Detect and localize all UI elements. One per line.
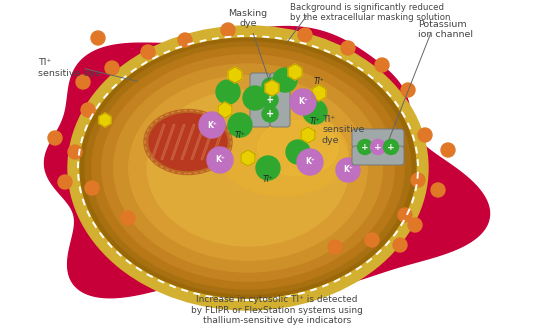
Text: +: + bbox=[266, 95, 274, 105]
Ellipse shape bbox=[258, 120, 338, 176]
Text: K⁺: K⁺ bbox=[305, 157, 315, 167]
Ellipse shape bbox=[80, 38, 416, 298]
Text: Background is significantly reduced
by the extracellular masking solution: Background is significantly reduced by t… bbox=[290, 3, 451, 22]
Polygon shape bbox=[301, 127, 315, 143]
Ellipse shape bbox=[218, 111, 348, 195]
Text: Potassium
ion channel: Potassium ion channel bbox=[418, 20, 473, 39]
Circle shape bbox=[262, 78, 278, 94]
Circle shape bbox=[431, 183, 445, 197]
Text: +: + bbox=[361, 143, 369, 151]
Text: +: + bbox=[387, 143, 395, 151]
Text: Increase in cytosolic Tl⁺ is detected
by FLIPR or FlexStation systems using
thal: Increase in cytosolic Tl⁺ is detected by… bbox=[191, 295, 363, 325]
Polygon shape bbox=[241, 150, 255, 166]
Circle shape bbox=[243, 86, 267, 110]
FancyBboxPatch shape bbox=[352, 146, 404, 165]
Text: Tl⁺
sensitive dye: Tl⁺ sensitive dye bbox=[38, 58, 101, 78]
FancyBboxPatch shape bbox=[352, 129, 404, 148]
Circle shape bbox=[401, 83, 415, 97]
Polygon shape bbox=[44, 26, 490, 303]
Text: Tl⁺
sensitive
dye: Tl⁺ sensitive dye bbox=[322, 115, 365, 145]
Text: K⁺: K⁺ bbox=[298, 97, 308, 107]
Ellipse shape bbox=[92, 47, 404, 289]
Circle shape bbox=[384, 140, 398, 154]
Ellipse shape bbox=[129, 76, 367, 260]
Circle shape bbox=[408, 218, 422, 232]
Polygon shape bbox=[312, 85, 326, 101]
Circle shape bbox=[298, 28, 312, 42]
Circle shape bbox=[256, 156, 280, 180]
Circle shape bbox=[76, 75, 90, 89]
Circle shape bbox=[365, 233, 379, 247]
Text: K⁺: K⁺ bbox=[343, 166, 353, 175]
Circle shape bbox=[262, 106, 278, 122]
Text: +: + bbox=[266, 81, 274, 91]
Circle shape bbox=[341, 41, 355, 55]
Polygon shape bbox=[288, 64, 302, 80]
Circle shape bbox=[286, 140, 310, 164]
Circle shape bbox=[297, 149, 323, 175]
Polygon shape bbox=[265, 80, 279, 96]
Circle shape bbox=[221, 23, 235, 37]
Circle shape bbox=[303, 100, 327, 124]
FancyBboxPatch shape bbox=[270, 73, 290, 127]
Ellipse shape bbox=[85, 42, 411, 294]
Circle shape bbox=[441, 143, 455, 157]
Circle shape bbox=[393, 238, 407, 252]
Circle shape bbox=[85, 181, 99, 195]
Ellipse shape bbox=[149, 114, 227, 171]
Text: +: + bbox=[374, 143, 382, 151]
Circle shape bbox=[216, 80, 240, 104]
Ellipse shape bbox=[114, 64, 382, 272]
Circle shape bbox=[336, 158, 360, 182]
Circle shape bbox=[48, 131, 62, 145]
Circle shape bbox=[328, 240, 342, 254]
Circle shape bbox=[91, 31, 105, 45]
Polygon shape bbox=[228, 67, 242, 83]
Circle shape bbox=[58, 175, 72, 189]
Circle shape bbox=[357, 140, 372, 154]
Circle shape bbox=[121, 211, 135, 225]
Circle shape bbox=[371, 140, 386, 154]
Circle shape bbox=[273, 68, 297, 92]
Ellipse shape bbox=[144, 110, 232, 175]
Ellipse shape bbox=[68, 26, 428, 310]
Circle shape bbox=[207, 147, 233, 173]
Polygon shape bbox=[218, 102, 232, 118]
Text: +: + bbox=[266, 109, 274, 119]
Circle shape bbox=[141, 45, 155, 59]
Circle shape bbox=[178, 33, 192, 47]
Text: Tl⁺: Tl⁺ bbox=[235, 131, 245, 141]
Text: K⁺: K⁺ bbox=[207, 120, 217, 129]
Text: Tl⁺: Tl⁺ bbox=[263, 175, 274, 183]
Circle shape bbox=[262, 92, 278, 108]
Circle shape bbox=[199, 112, 225, 138]
Text: Masking
dye: Masking dye bbox=[229, 9, 269, 81]
Circle shape bbox=[418, 128, 432, 142]
Circle shape bbox=[398, 208, 412, 222]
Circle shape bbox=[375, 58, 389, 72]
Ellipse shape bbox=[102, 55, 394, 281]
Ellipse shape bbox=[147, 90, 349, 246]
Circle shape bbox=[228, 113, 252, 137]
Text: Tl⁺: Tl⁺ bbox=[310, 117, 320, 126]
Circle shape bbox=[105, 61, 119, 75]
Text: K⁺: K⁺ bbox=[215, 155, 225, 164]
Circle shape bbox=[411, 173, 425, 187]
Circle shape bbox=[290, 89, 316, 115]
Circle shape bbox=[68, 145, 82, 159]
Circle shape bbox=[81, 103, 95, 117]
FancyBboxPatch shape bbox=[250, 73, 270, 127]
Text: Tl⁺: Tl⁺ bbox=[314, 78, 324, 86]
Polygon shape bbox=[99, 113, 111, 127]
